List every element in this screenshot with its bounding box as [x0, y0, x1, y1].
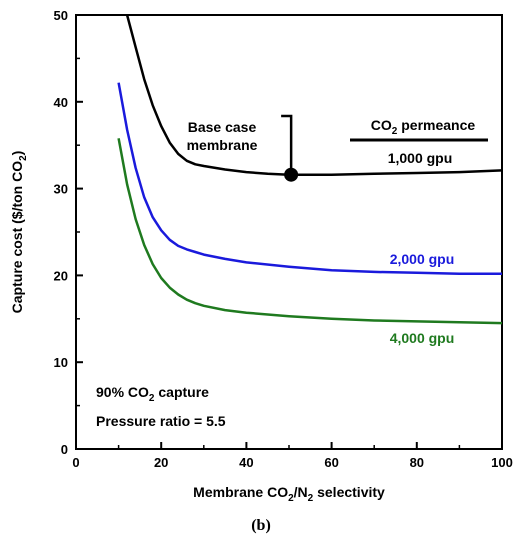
y-title-sub: 2 — [18, 155, 29, 161]
y-axis-title: Capture cost ($/ton CO2) — [9, 151, 29, 314]
base-case-label-line2: membrane — [187, 137, 258, 153]
series-line-4-000-gpu — [117, 138, 503, 325]
base-case-label-line1: Base case — [188, 119, 257, 135]
capture-part-a: 90% CO — [96, 384, 149, 400]
x-axis-ticks: 0 20 40 60 80 100 — [72, 442, 513, 470]
x-title-part-c: selectivity — [313, 484, 385, 500]
x-title-part-a: Membrane CO — [193, 484, 288, 500]
series-label-2000-gpu: 2,000 gpu — [390, 251, 455, 267]
x-axis-title: Membrane CO2/N2 selectivity — [193, 484, 385, 504]
capture-annotation: 90% CO2 capture — [96, 384, 209, 404]
y-title-part-b: ) — [9, 151, 25, 156]
legend-title-part-b: permeance — [397, 117, 475, 133]
series-layer — [117, 14, 503, 325]
series-label-1000-gpu: 1,000 gpu — [388, 150, 453, 166]
y-title-part-a: Capture cost ($/ton CO — [9, 161, 25, 314]
y-tick-label: 30 — [54, 182, 68, 197]
x-tick-label: 0 — [72, 455, 79, 470]
y-tick-label: 20 — [54, 268, 68, 283]
pressure-ratio-annotation: Pressure ratio = 5.5 — [96, 413, 226, 429]
x-tick-label: 60 — [324, 455, 338, 470]
series-line-1-000-gpu — [125, 14, 503, 176]
x-tick-label: 100 — [491, 455, 513, 470]
series-line-2-000-gpu — [117, 82, 502, 275]
figure-caption: (b) — [251, 517, 271, 534]
y-tick-label: 0 — [61, 442, 68, 457]
x-title-sub-1: 2 — [288, 493, 294, 504]
x-tick-label: 40 — [239, 455, 253, 470]
x-title-part-b: /N — [294, 484, 308, 500]
x-tick-label: 20 — [154, 455, 168, 470]
legend-title-part-a: CO — [371, 117, 392, 133]
series-label-4000-gpu: 4,000 gpu — [390, 330, 455, 346]
legend-title-sub: 2 — [392, 126, 398, 137]
y-tick-label: 50 — [54, 8, 68, 23]
capture-part-b: capture — [154, 384, 209, 400]
legend-title: CO2 permeance — [371, 117, 476, 137]
base-case-marker — [284, 167, 299, 182]
y-tick-label: 10 — [54, 355, 68, 370]
x-title-sub-2: 2 — [308, 493, 314, 504]
y-axis-ticks: 0 10 20 30 40 50 — [54, 8, 83, 457]
y-tick-label: 40 — [54, 95, 68, 110]
capture-sub: 2 — [149, 393, 155, 404]
x-tick-label: 80 — [410, 455, 424, 470]
base-case-leader-line — [281, 114, 293, 175]
